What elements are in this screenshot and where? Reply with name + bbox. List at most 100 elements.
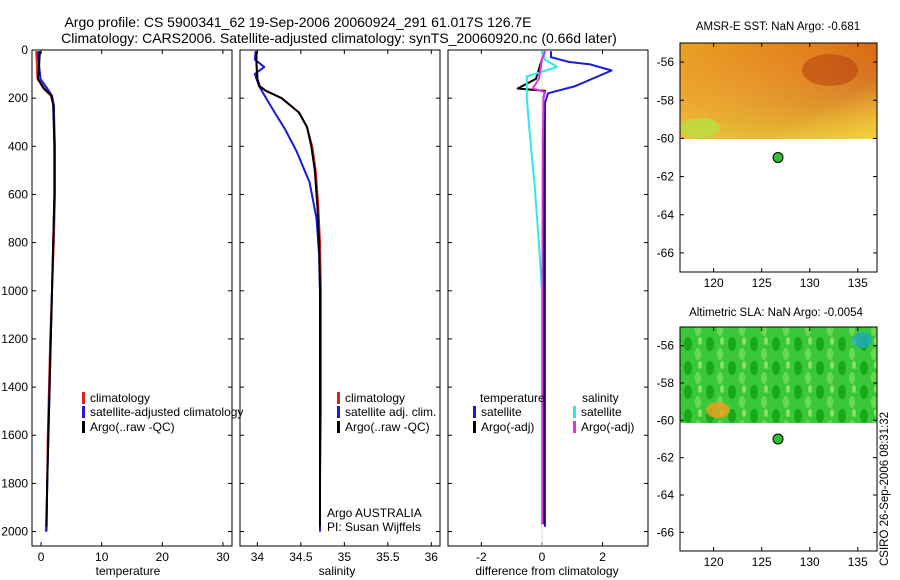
credit-line2: PI: Susan Wijffels <box>327 520 421 534</box>
sst-map-title: AMSR-E SST: NaN Argo: -0.681 <box>696 21 860 33</box>
lon-tick-label: 125 <box>752 276 772 290</box>
x-tick-label: 10 <box>95 550 109 564</box>
legend-swatch-climatology <box>337 392 340 404</box>
lat-tick-label: -64 <box>657 488 675 502</box>
legend-swatch-climatology <box>82 392 85 404</box>
lat-tick-label: -60 <box>657 413 675 427</box>
salinity-xlabel: salinity <box>319 564 356 578</box>
difference-yaxis-ticks <box>448 49 648 533</box>
lat-tick-label: -62 <box>657 451 675 465</box>
y-tick-label: 0 <box>21 43 28 57</box>
difference-legend: temperature salinity satellite Argo(-adj… <box>473 391 634 434</box>
x-tick-label: 20 <box>156 550 170 564</box>
lat-tick-label: -58 <box>657 93 675 107</box>
lon-tick-label: 125 <box>752 555 772 569</box>
lon-tick-label: 120 <box>704 555 724 569</box>
series-line-argo-raw-qc- <box>37 51 56 527</box>
legend-swatch-satellite <box>337 406 340 418</box>
difference-xlabel: difference from climatology <box>475 564 618 578</box>
series-line-argo-raw-qc- <box>255 51 321 527</box>
difference-panel: -2 0 2 difference from climatology tempera… <box>447 49 649 578</box>
legend-label-climatology: climatology <box>90 391 150 405</box>
y-tick-label: 400 <box>8 139 28 153</box>
lon-tick-label: 130 <box>800 276 820 290</box>
legend-label-argo: Argo(..raw -QC) <box>90 420 175 434</box>
legend-label-sal-argo: Argo(-adj) <box>581 420 634 434</box>
salinity-yaxis-ticks <box>240 49 440 533</box>
lon-tick-label: 135 <box>848 276 868 290</box>
argo-float-marker <box>772 433 784 445</box>
lat-tick-label: -66 <box>657 246 675 260</box>
series-line-temperature-satellite <box>544 51 613 527</box>
x-tick-label: 34.5 <box>289 550 313 564</box>
sla-map-panel: Altimetric SLA: NaN Argo: -0.0054 120 125… <box>657 307 878 569</box>
temperature-plot-frame <box>31 49 233 547</box>
legend-swatch-temp-argo <box>473 421 476 433</box>
temperature-panel: 0 200 400 600 800 1000 1200 1400 1600 1800 2000 0 1… <box>1 43 243 578</box>
lat-tick-label: -60 <box>657 131 675 145</box>
sla-low-patch <box>852 332 872 348</box>
sla-map-frame <box>679 326 878 552</box>
x-tick-label: 2 <box>599 550 606 564</box>
lat-tick-label: -56 <box>657 55 675 69</box>
x-tick-label: 0 <box>38 550 45 564</box>
salinity-xaxis: 34 34.5 35 35.5 36 <box>251 50 438 564</box>
x-tick-label: 30 <box>216 550 230 564</box>
difference-series <box>516 50 613 527</box>
temperature-legend: climatology satellite-adjusted climatolo… <box>82 391 243 434</box>
sst-map-frame <box>679 42 878 273</box>
legend-label-satellite: satellite-adjusted climatology <box>90 405 243 419</box>
figure-title-line2: Climatology: CARS2006. Satellite-adjuste… <box>61 30 617 46</box>
lat-tick-label: -66 <box>657 525 675 539</box>
csiro-timestamp: CSIRO 26-Sep-2006 08:31:32 <box>879 412 891 566</box>
legend-label-temp-satellite: satellite <box>481 405 522 419</box>
legend-swatch-argo <box>337 421 340 433</box>
lat-tick-label: -58 <box>657 376 675 390</box>
series-line-climatology <box>254 51 322 532</box>
temperature-yaxis: 0 200 400 600 800 1000 1200 1400 1600 1800 2000 <box>1 43 232 539</box>
lon-tick-label: 120 <box>704 276 724 290</box>
y-tick-label: 2000 <box>1 525 28 539</box>
legend-header-salinity: salinity <box>582 391 619 405</box>
y-tick-label: 1200 <box>1 332 28 346</box>
legend-swatch-sal-argo <box>573 421 576 433</box>
legend-label-argo: Argo(..raw -QC) <box>345 420 430 434</box>
x-tick-label: 35.5 <box>376 550 400 564</box>
lat-tick-label: -56 <box>657 339 675 353</box>
legend-swatch-temp-satellite <box>473 406 476 418</box>
series-line-salinity-argo-adj- <box>531 50 546 525</box>
x-tick-label: 35 <box>338 550 352 564</box>
sla-map-axes: 120 125 130 135 -56 -58 -60 -62 -64 -66 <box>657 327 877 569</box>
salinity-legend: climatology satellite adj. clim. Argo(..… <box>337 391 436 434</box>
credit-line1: Argo AUSTRALIA <box>327 506 422 520</box>
figure-title-line1: Argo profile: CS 5900341_62 19-Sep-2006 … <box>64 14 531 30</box>
y-tick-label: 200 <box>8 91 28 105</box>
salinity-plot-frame <box>239 49 441 547</box>
temperature-xaxis: 0 10 20 30 <box>38 50 230 564</box>
y-tick-label: 1800 <box>1 476 28 490</box>
legend-label-sal-satellite: satellite <box>581 405 622 419</box>
salinity-panel: 34 34.5 35 35.5 36 salinity climatology sate… <box>239 49 441 578</box>
legend-swatch-argo <box>82 421 85 433</box>
legend-header-temperature: temperature <box>480 391 545 405</box>
legend-label-climatology: climatology <box>345 391 405 405</box>
x-tick-label: 0 <box>539 550 546 564</box>
lat-tick-label: -62 <box>657 170 675 184</box>
lon-tick-label: 135 <box>848 555 868 569</box>
y-tick-label: 1600 <box>1 428 28 442</box>
legend-swatch-satellite <box>82 406 85 418</box>
lat-tick-label: -64 <box>657 208 675 222</box>
sst-cool-patch <box>680 118 720 138</box>
temperature-xlabel: temperature <box>96 564 161 578</box>
lon-tick-label: 130 <box>800 555 820 569</box>
legend-swatch-sal-satellite <box>573 406 576 418</box>
difference-plot-frame <box>447 49 649 547</box>
legend-label-temp-argo: Argo(-adj) <box>481 420 534 434</box>
sla-high-patch <box>706 402 730 418</box>
x-tick-label: 34 <box>251 550 265 564</box>
sst-map-axes: 120 125 130 135 -56 -58 -60 -62 -64 -66 <box>657 43 877 290</box>
series-line-satellite-adj-clim- <box>253 51 321 532</box>
legend-label-satellite: satellite adj. clim. <box>345 405 436 419</box>
y-tick-label: 800 <box>8 236 28 250</box>
